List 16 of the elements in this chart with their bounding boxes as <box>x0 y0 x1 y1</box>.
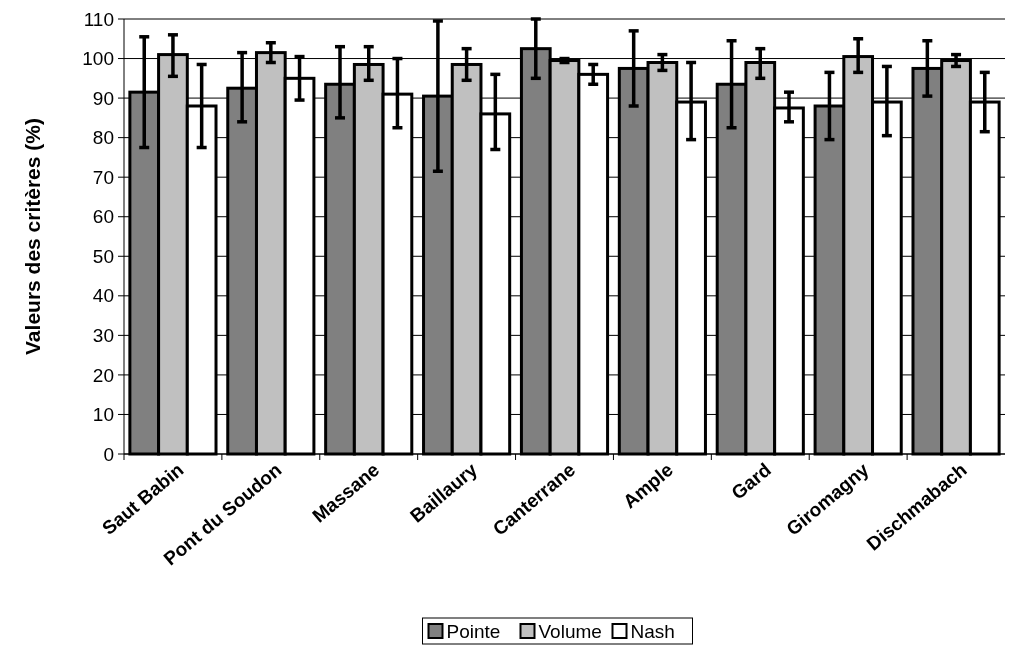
legend-label: Volume <box>538 621 602 642</box>
y-tick-label: 90 <box>92 87 114 109</box>
y-tick-label: 100 <box>82 48 114 70</box>
legend-label: Pointe <box>446 621 501 642</box>
y-tick-label: 70 <box>92 166 114 188</box>
legend-label: Nash <box>630 621 675 642</box>
y-tick-label: 50 <box>92 245 114 267</box>
y-tick-label: 110 <box>83 8 114 30</box>
y-tick-label: 80 <box>92 127 114 149</box>
y-axis-title: Valeurs des critères (%) <box>21 118 44 355</box>
y-tick-label: 60 <box>92 206 114 228</box>
y-tick-label: 30 <box>92 325 114 347</box>
y-tick-label: 20 <box>92 364 114 386</box>
y-tick-label: 40 <box>92 285 114 307</box>
y-tick-label: 10 <box>92 404 114 426</box>
y-tick-label: 0 <box>103 443 114 465</box>
